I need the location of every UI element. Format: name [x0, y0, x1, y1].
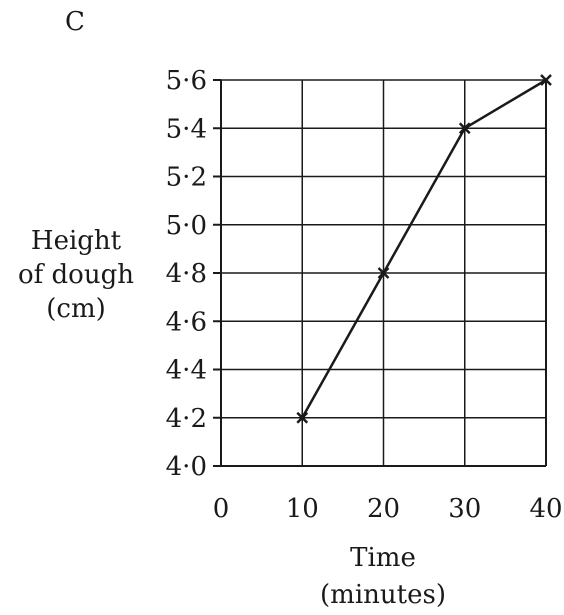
y-tick-label: 5·2 — [166, 163, 207, 193]
x-tick-label: 10 — [286, 494, 319, 524]
marker-stroke — [458, 122, 471, 135]
x-axis-label-line: (minutes) — [320, 580, 446, 610]
series-line — [301, 78, 547, 419]
y-tick-label: 4·0 — [166, 452, 207, 482]
marker-stroke — [296, 411, 309, 424]
y-tick-label: 5·4 — [166, 114, 207, 144]
y-tick-label: 5·0 — [166, 211, 207, 241]
data-series — [296, 74, 552, 424]
data-point-marker — [540, 74, 552, 86]
y-tick-labels: 4·0 4·2 4·4 4·6 4·8 5·0 5·2 5·4 5·6 — [166, 66, 207, 482]
x-tick-labels: 0 10 20 30 40 — [213, 494, 563, 524]
y-tick-label: 4·8 — [166, 259, 207, 289]
x-tick-label: 40 — [529, 494, 562, 524]
marker-stroke — [540, 74, 552, 86]
y-axis-label-line: of dough — [18, 260, 134, 290]
y-tick-label: 4·2 — [166, 404, 207, 434]
panel-label: C — [65, 7, 85, 37]
data-point-marker — [296, 411, 309, 424]
y-axis-label-line: Height — [31, 226, 122, 256]
x-tick-label: 0 — [213, 494, 230, 524]
y-tick-label: 4·6 — [166, 307, 207, 337]
data-point-marker — [458, 122, 471, 135]
x-axis-label-line: Time — [350, 543, 416, 573]
x-tick-label: 20 — [367, 494, 400, 524]
y-axis-label: Height of dough (cm) — [18, 226, 134, 324]
y-tick-label: 5·6 — [166, 66, 207, 96]
axes — [213, 79, 547, 467]
y-tick-label: 4·4 — [166, 356, 207, 386]
grid — [221, 79, 546, 466]
x-axis-label: Time (minutes) — [320, 543, 446, 610]
y-axis-label-line: (cm) — [46, 294, 106, 324]
marker-stroke — [377, 267, 390, 279]
data-point-marker — [377, 267, 390, 279]
x-tick-label: 30 — [448, 494, 481, 524]
